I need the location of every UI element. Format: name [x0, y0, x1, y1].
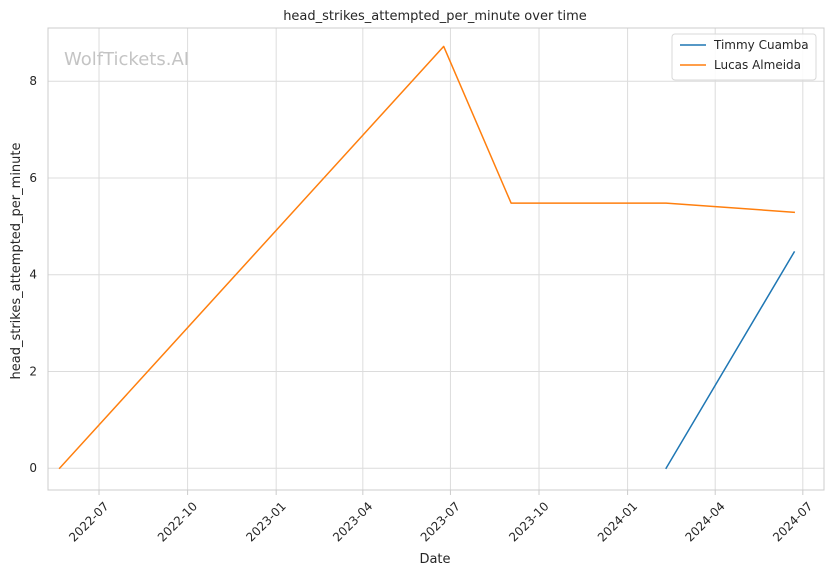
series-line-2	[58, 45, 796, 470]
y-gridlines	[48, 80, 824, 469]
series-lines	[58, 45, 796, 470]
y-axis-label: head_strikes_attempted_per_minute	[9, 143, 24, 380]
x-gridlines	[98, 28, 804, 495]
y-tick-label: 0	[29, 461, 37, 475]
legend-label: Timmy Cuamba	[713, 38, 809, 52]
legend-label: Lucas Almeida	[714, 58, 801, 72]
series-line-1	[665, 250, 796, 470]
watermark: WolfTickets.AI	[64, 49, 189, 70]
y-tick-label: 6	[29, 171, 37, 185]
plot-frame	[47, 27, 825, 491]
chart-title: head_strikes_attempted_per_minute over t…	[283, 9, 587, 24]
y-tick-label: 4	[29, 268, 37, 282]
y-tick-label: 2	[29, 364, 37, 378]
legend-box	[671, 33, 817, 81]
y-tick-labels: 0 2 4 6 8	[29, 74, 37, 475]
legend: Timmy Cuamba Lucas Almeida	[671, 33, 817, 81]
x-axis-label: Date	[419, 552, 450, 567]
y-tick-label: 8	[29, 74, 37, 88]
